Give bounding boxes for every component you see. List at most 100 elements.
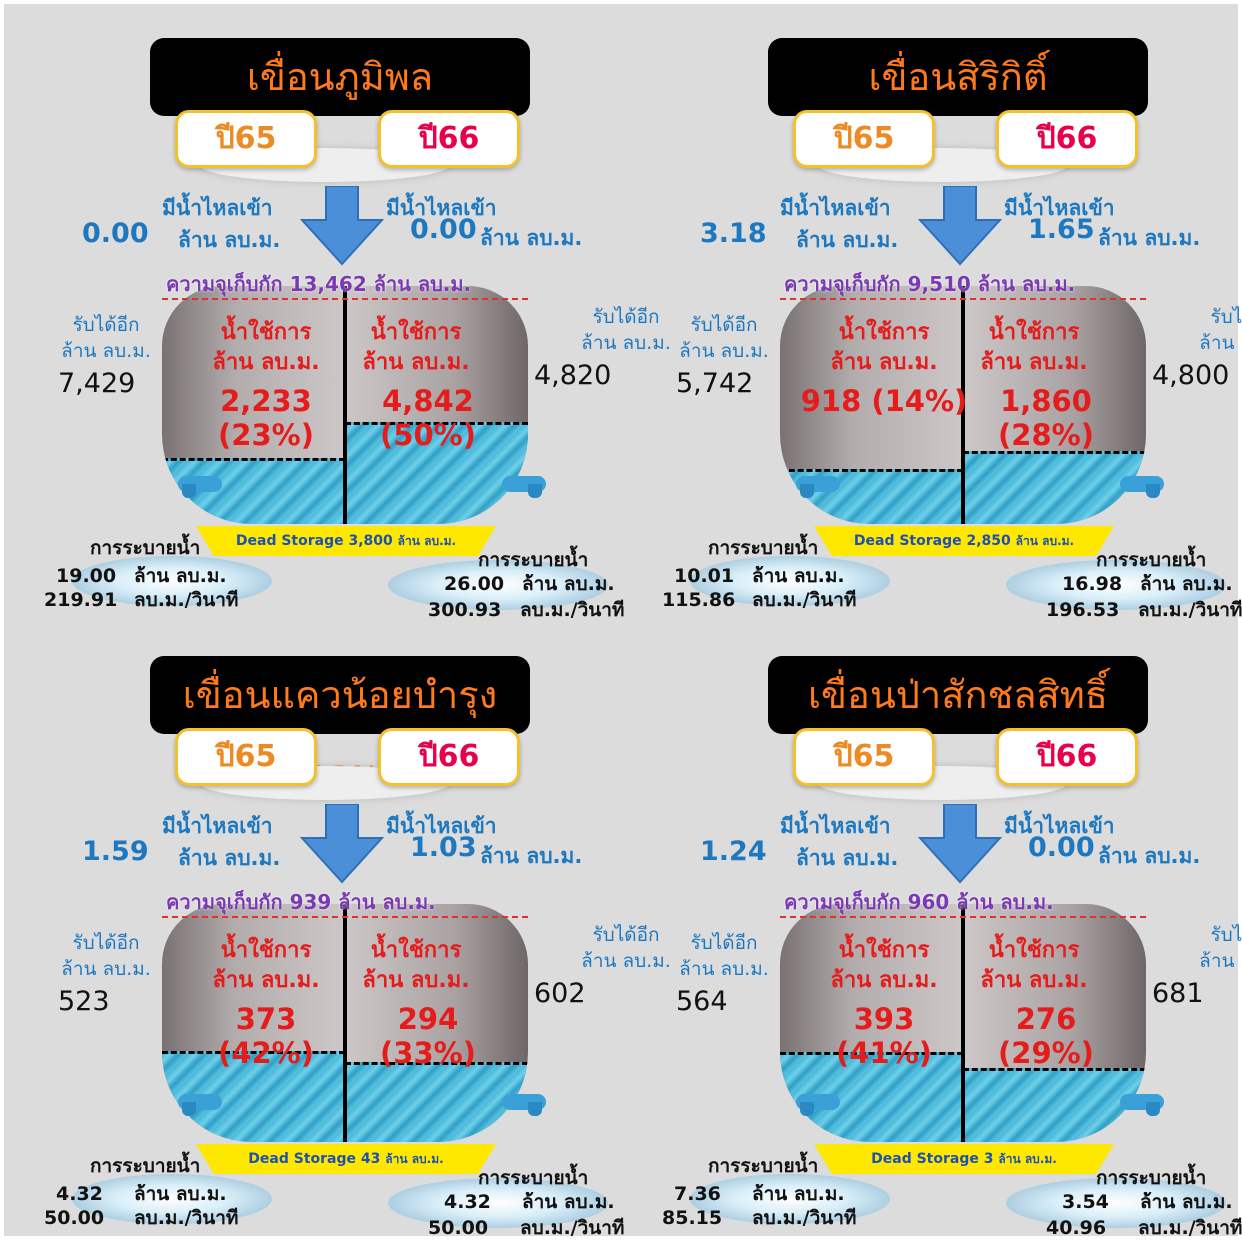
more-unit-65: ล้าน ลบ.ม.	[61, 340, 151, 362]
inflow-unit-65: ล้าน ลบ.ม.	[178, 846, 281, 870]
inflow-value-65: 0.00	[82, 218, 149, 249]
more-label-66: รับได้อีก	[1210, 306, 1242, 328]
release-unit-65: ล้าน ลบ.ม.	[134, 565, 227, 587]
usable-value-66: 294	[397, 1002, 459, 1036]
jar-divider	[961, 286, 965, 524]
usable-unit-65: ล้าน ลบ.ม.	[212, 350, 320, 375]
dead-storage-value: Dead Storage 2,850	[853, 533, 1011, 549]
inflow-unit-66: ล้าน ลบ.ม.	[1098, 844, 1201, 868]
inflow-unit-65: ล้าน ลบ.ม.	[796, 228, 899, 252]
dam-panel: เขื่อนภูมิพล ปี65 ปี66 มีน้ำไหลเข้า มีน้ำไหล…	[0, 0, 671, 621]
more-label-66: รับได้อีก	[592, 306, 660, 328]
usable-label-65: น้ำใช้การ	[220, 938, 312, 963]
release-rate-66: 40.96	[1046, 1217, 1107, 1239]
water-splash	[72, 556, 272, 606]
faucet-icon	[1104, 1088, 1164, 1116]
dead-storage-value: Dead Storage 3,800	[235, 533, 393, 549]
more-label-65: รับได้อีก	[690, 932, 758, 954]
more-value-66: 602	[534, 978, 586, 1009]
release-label-66: การระบายน้ำ	[478, 1167, 589, 1189]
dead-storage-bar: Dead Storage 43 ล้าน ลบ.ม.	[196, 1144, 496, 1174]
faucet-icon	[1104, 470, 1164, 498]
capacity-line	[162, 298, 528, 300]
more-unit-65: ล้าน ลบ.ม.	[679, 958, 769, 980]
more-value-65: 5,742	[676, 368, 754, 399]
more-value-65: 7,429	[58, 368, 136, 399]
usable-percent-65: (42%)	[218, 1036, 314, 1070]
usable-unit-65: ล้าน ลบ.ม.	[830, 968, 938, 993]
capacity-line	[780, 298, 1146, 300]
faucet-icon	[796, 470, 856, 498]
more-label-66: รับได้อีก	[1210, 924, 1242, 946]
dead-storage-bar: Dead Storage 3,800 ล้าน ลบ.ม.	[196, 526, 496, 556]
release-value-66: 26.00	[444, 573, 505, 595]
more-label-66: รับได้อีก	[592, 924, 660, 946]
usable-value-66: 4,842	[382, 384, 474, 418]
release-label-66: การระบายน้ำ	[478, 549, 589, 571]
jar-divider	[343, 904, 347, 1142]
usable-value-66: 276	[1015, 1002, 1077, 1036]
usable-percent-65: (41%)	[836, 1036, 932, 1070]
release-value-65: 4.32	[56, 1183, 103, 1205]
more-value-65: 523	[58, 986, 110, 1017]
down-arrow-icon	[299, 185, 385, 266]
more-value-66: 681	[1152, 978, 1204, 1009]
dead-storage-bar: Dead Storage 2,850 ล้าน ลบ.ม.	[814, 526, 1114, 556]
jar-divider	[343, 286, 347, 524]
release-rate-unit-66: ลบ.ม./วินาที	[520, 599, 625, 621]
faucet-spout	[1146, 484, 1160, 498]
more-value-66: 4,820	[534, 360, 612, 391]
usable-value-65: 393	[853, 1002, 915, 1036]
more-unit-66: ล้าน ลบ.ม.	[1199, 332, 1242, 354]
inflow-value-65: 1.59	[82, 836, 149, 867]
more-label-65: รับได้อีก	[72, 314, 140, 336]
release-unit-65: ล้าน ลบ.ม.	[134, 1183, 227, 1205]
jar-divider	[961, 904, 965, 1142]
year-label-65: ปี65	[793, 110, 935, 168]
down-arrow-icon	[917, 803, 1003, 884]
inflow-label-66: มีน้ำไหลเข้า	[1004, 814, 1115, 838]
inflow-value-66: 1.03	[410, 832, 477, 863]
inflow-label-66: มีน้ำไหลเข้า	[1004, 196, 1115, 220]
release-label-66: การระบายน้ำ	[1096, 549, 1207, 571]
faucet-spout	[800, 484, 814, 498]
dam-title: เขื่อนสิริกิติ์	[768, 38, 1148, 116]
dead-storage-unit: ล้าน ลบ.ม.	[397, 534, 457, 548]
usable-label-65: น้ำใช้การ	[838, 938, 930, 963]
inflow-label-66: มีน้ำไหลเข้า	[386, 196, 497, 220]
release-value-65: 10.01	[674, 565, 735, 587]
more-value-65: 564	[676, 986, 728, 1017]
dam-panel: เขื่อนสิริกิติ์ ปี65 ปี66 มีน้ำไหลเข้า มีน้ำ…	[618, 0, 1242, 621]
usable-label-66: น้ำใช้การ	[370, 320, 462, 345]
capacity-line	[162, 916, 528, 918]
dam-panel: เขื่อนป่าสักชลสิทธิ์ ปี65 ปี66 มีน้ำไหลเข้า…	[618, 618, 1242, 1239]
inflow-unit-66: ล้าน ลบ.ม.	[480, 226, 583, 250]
usable-unit-66: ล้าน ลบ.ม.	[362, 968, 470, 993]
year-label-65: ปี65	[175, 728, 317, 786]
faucet-spout	[182, 1102, 196, 1116]
capacity-text: ความจุเก็บกัก 939 ล้าน ลบ.ม.	[166, 890, 436, 914]
usable-percent-66: (28%)	[998, 418, 1094, 452]
inflow-label-65: มีน้ำไหลเข้า	[162, 196, 273, 220]
faucet-icon	[486, 470, 546, 498]
faucet-spout	[800, 1102, 814, 1116]
dead-storage-unit: ล้าน ลบ.ม.	[998, 1152, 1057, 1166]
release-rate-65: 50.00	[44, 1207, 105, 1229]
more-label-65: รับได้อีก	[690, 314, 758, 336]
faucet-spout	[1146, 1102, 1160, 1116]
water-splash	[690, 556, 890, 606]
more-unit-65: ล้าน ลบ.ม.	[679, 340, 769, 362]
usable-label-65: น้ำใช้การ	[838, 320, 930, 345]
down-arrow-icon	[917, 185, 1003, 266]
usable-unit-66: ล้าน ลบ.ม.	[980, 350, 1088, 375]
usable-unit-65: ล้าน ลบ.ม.	[830, 350, 938, 375]
year-label-66: ปี66	[378, 110, 520, 168]
inflow-label-66: มีน้ำไหลเข้า	[386, 814, 497, 838]
usable-label-65: น้ำใช้การ	[220, 320, 312, 345]
water-level-66	[963, 1068, 1146, 1142]
capacity-text: ความจุเก็บกัก 9,510 ล้าน ลบ.ม.	[784, 272, 1076, 296]
storage-jar	[162, 904, 528, 1142]
water-splash	[388, 560, 608, 610]
dam-panel: เขื่อนแควน้อยบำรุงแดนปี65 ปี66 มีน้ำไหลเข้…	[0, 618, 671, 1239]
capacity-text: ความจุเก็บกัก 960 ล้าน ลบ.ม.	[784, 890, 1054, 914]
